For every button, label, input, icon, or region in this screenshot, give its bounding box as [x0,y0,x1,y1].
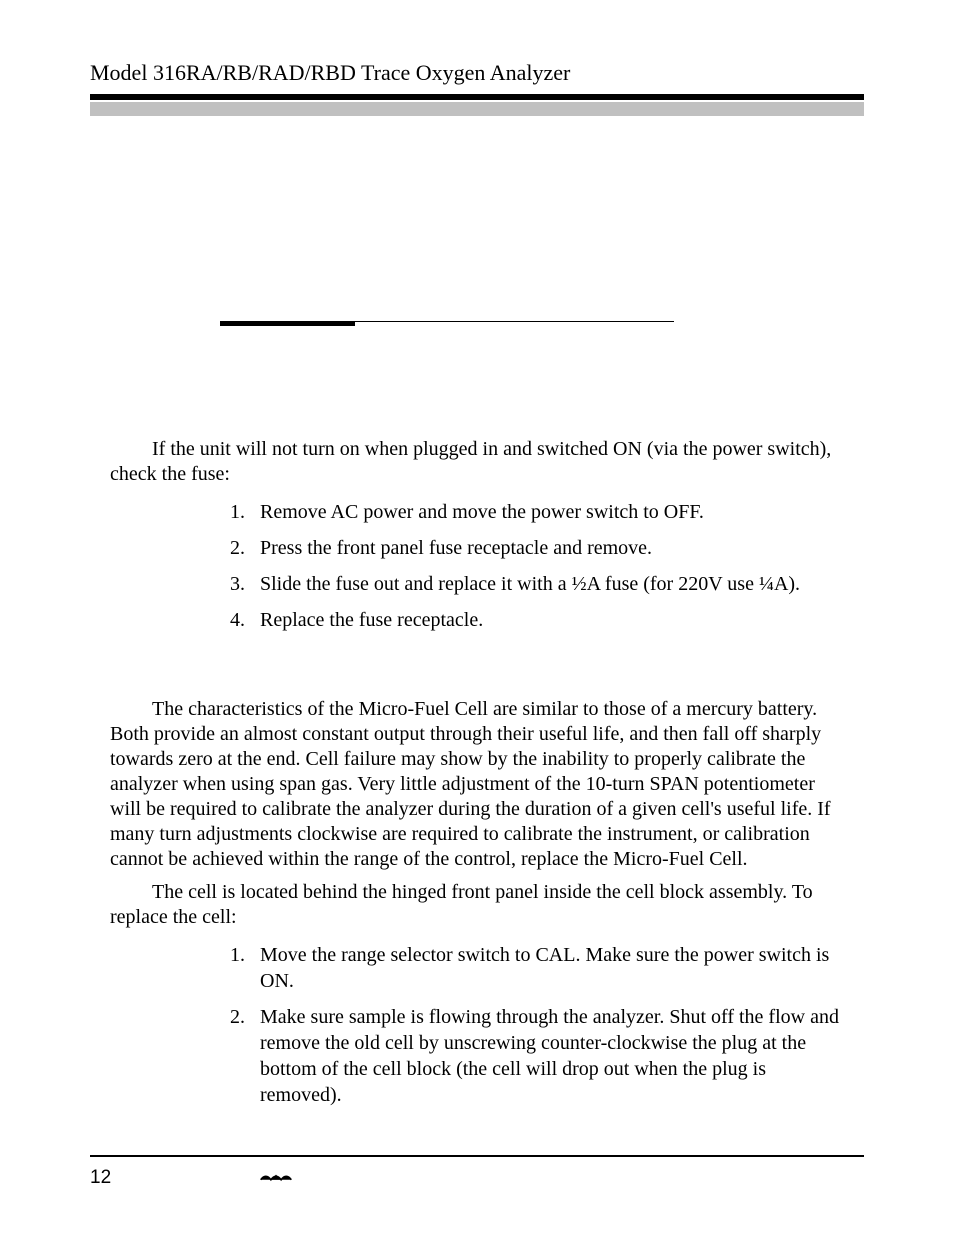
header-rule-gray [90,102,864,116]
divider-bold [220,321,355,326]
list-text: Make sure sample is flowing through the … [260,1004,844,1108]
list-text: Remove AC power and move the power switc… [260,499,844,525]
spacer [90,116,864,321]
cell-paragraph-2: The cell is located behind the hinged fr… [110,880,844,930]
list-number: 1. [230,942,260,994]
list-item: 1. Remove AC power and move the power sw… [230,499,844,525]
list-item: 2. Press the front panel fuse receptacle… [230,535,844,561]
cell-paragraph-1: The characteristics of the Micro-Fuel Ce… [110,697,844,872]
header-rule-thick [90,94,864,100]
cell-steps-list: 1. Move the range selector switch to CAL… [110,942,844,1108]
list-text: Replace the fuse receptacle. [260,607,844,633]
section-divider [220,321,674,327]
page-number: 12 [90,1167,111,1189]
footer-logo-icon [259,1170,293,1186]
list-text: Slide the fuse out and replace it with a… [260,571,844,597]
footer: 12 [90,1167,864,1189]
footer-rule [90,1155,864,1157]
fuse-intro: If the unit will not turn on when plugge… [110,437,844,487]
list-number: 4. [230,607,260,633]
list-text: Move the range selector switch to CAL. M… [260,942,844,994]
list-item: 2. Make sure sample is flowing through t… [230,1004,844,1108]
list-number: 1. [230,499,260,525]
fuse-steps-list: 1. Remove AC power and move the power sw… [110,499,844,633]
list-text: Press the front panel fuse receptacle an… [260,535,844,561]
section-gap [110,651,844,697]
list-item: 3. Slide the fuse out and replace it wit… [230,571,844,597]
running-header: Model 316RA/RB/RAD/RBD Trace Oxygen Anal… [90,60,864,86]
list-number: 2. [230,1004,260,1108]
list-number: 3. [230,571,260,597]
list-item: 4. Replace the fuse receptacle. [230,607,844,633]
page: Model 316RA/RB/RAD/RBD Trace Oxygen Anal… [0,0,954,1235]
content: If the unit will not turn on when plugge… [90,437,864,1108]
list-item: 1. Move the range selector switch to CAL… [230,942,844,994]
list-number: 2. [230,535,260,561]
